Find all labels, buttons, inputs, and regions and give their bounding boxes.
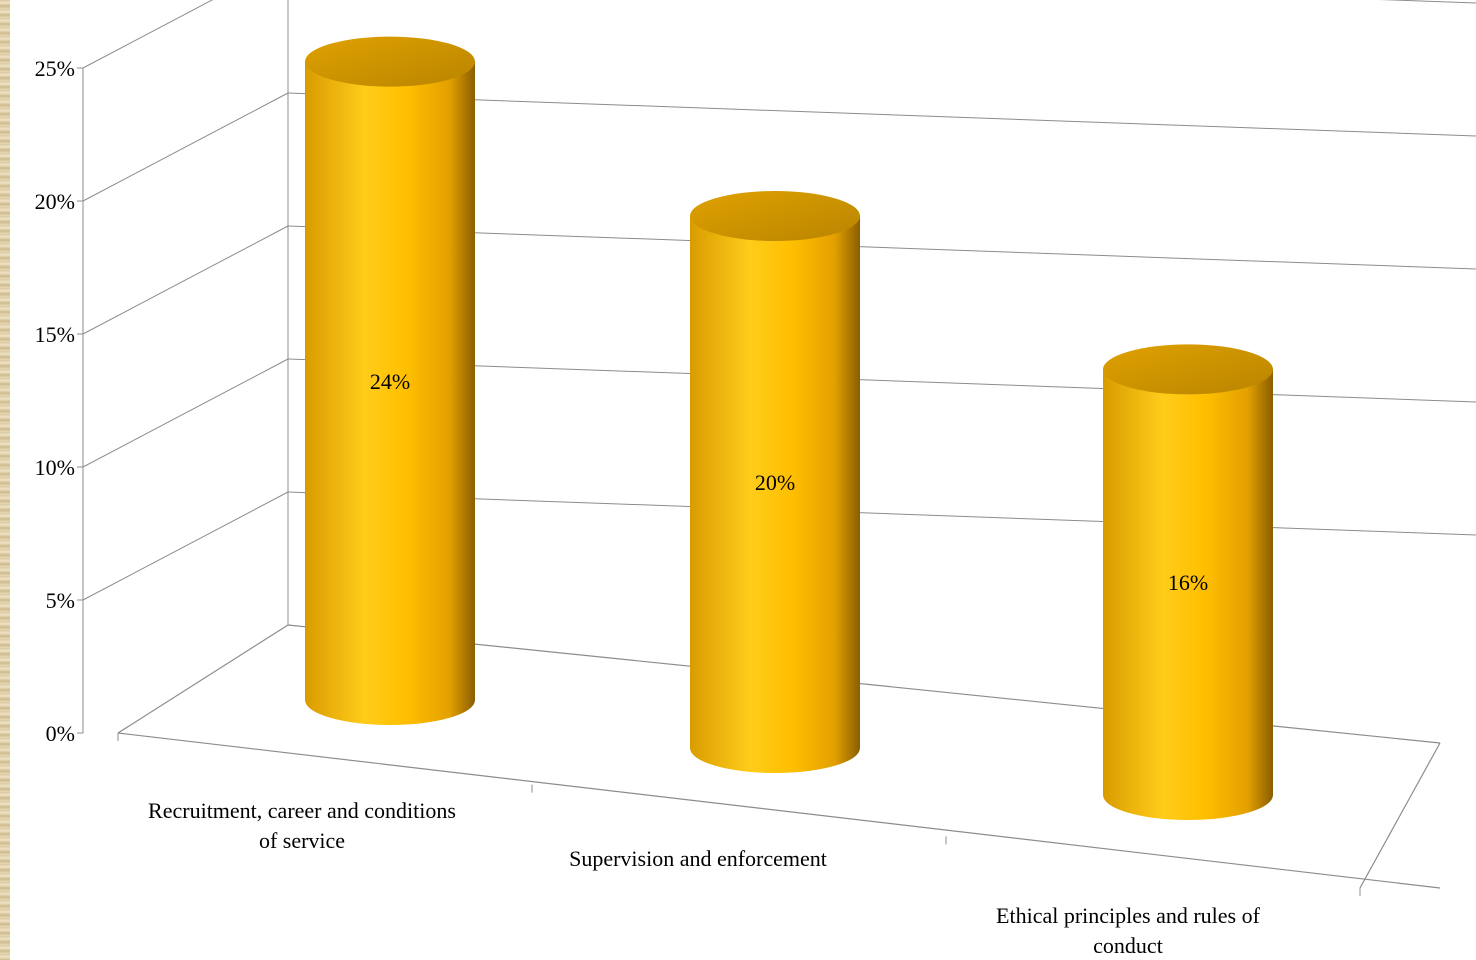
category-label: Supervision and enforcement — [569, 846, 827, 871]
y-tick-label: 10% — [35, 455, 75, 480]
back-gridline — [287, 225, 1476, 270]
category-labels: Recruitment, career and conditions of ser… — [148, 798, 1261, 958]
bars-group: 24% 20% 16% — [305, 36, 1273, 820]
y-tick-label: 0% — [46, 721, 75, 746]
back-gridline — [287, 92, 1476, 137]
bar-1: 24% — [305, 36, 475, 726]
bar-top — [305, 36, 475, 87]
data-label: 16% — [1168, 570, 1208, 595]
bar-top — [1103, 344, 1273, 395]
floor-right-edge — [1359, 742, 1441, 889]
slide-edge-decoration — [0, 0, 10, 960]
back-gridline — [287, 491, 1476, 536]
bar-body — [305, 61, 475, 726]
back-gridline — [1379, 0, 1476, 4]
side-gridline — [82, 225, 289, 335]
bar-body — [690, 216, 860, 773]
bar-3: 16% — [1103, 344, 1273, 820]
category-label: Recruitment, career and conditions of ser… — [148, 798, 456, 853]
side-gridline — [82, 491, 289, 601]
floor-left-edge — [117, 624, 289, 734]
bar-body — [1103, 369, 1273, 820]
data-label: 24% — [370, 369, 410, 394]
bar-top — [690, 191, 860, 241]
side-gridline — [82, 358, 289, 468]
side-gridline — [82, 92, 289, 202]
y-tick-label: 15% — [35, 322, 75, 347]
y-tick-label: 5% — [46, 588, 75, 613]
side-gridline — [82, 0, 214, 69]
y-tick-label: 25% — [35, 56, 75, 81]
y-tick-label: 20% — [35, 189, 75, 214]
bar-2: 20% — [690, 191, 860, 773]
data-label: 20% — [755, 470, 795, 495]
category-label: Ethical principles and rules of conduct — [996, 903, 1261, 958]
y-axis-ticks: 0% 5% 10% 15% 20% 25% — [35, 56, 83, 746]
back-gridline — [287, 358, 1476, 403]
floor-front-edge — [117, 732, 1441, 889]
